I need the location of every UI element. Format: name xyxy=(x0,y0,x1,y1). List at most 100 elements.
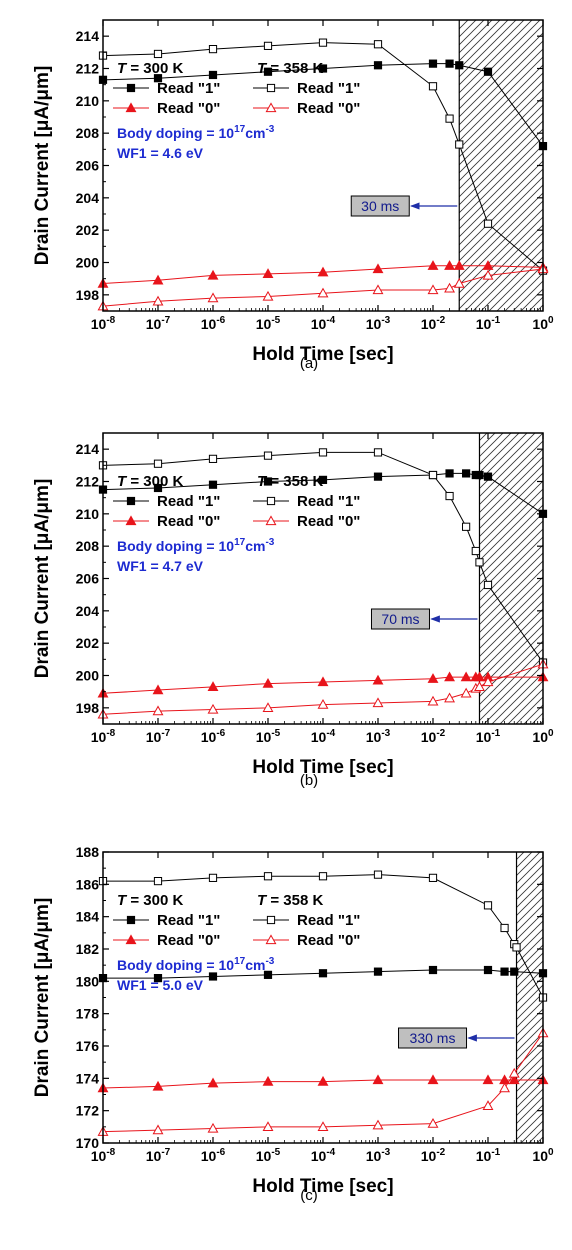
data-point xyxy=(153,74,163,83)
data-point xyxy=(263,477,273,486)
panel-caption: (b) xyxy=(300,772,318,789)
data-point xyxy=(444,260,456,270)
y-tick-label: 184 xyxy=(76,909,100,925)
legend-title-300k: T = 300 K xyxy=(117,892,183,909)
data-point xyxy=(455,61,464,70)
retention-time-box xyxy=(370,608,430,630)
chart-panel-b: 198 200 202 204 206 208 210 212 214 10-8 10-7 10-6 1… xyxy=(32,432,554,789)
x-tick-label: 10-6 xyxy=(201,315,226,332)
data-point xyxy=(428,82,438,91)
x-tick-label: 10-1 xyxy=(476,315,501,332)
legend-title-358k: T = 358 K xyxy=(257,473,323,490)
y-tick-label: 206 xyxy=(76,158,100,174)
data-point xyxy=(372,674,384,685)
data-point xyxy=(427,695,439,706)
data-point xyxy=(428,965,438,975)
series-2 xyxy=(97,671,549,698)
y-tick-label: 204 xyxy=(76,603,100,619)
x-tick-label: 10-2 xyxy=(421,728,446,745)
data-point xyxy=(482,1100,494,1110)
data-point xyxy=(318,448,328,457)
data-point xyxy=(207,292,219,303)
data-point xyxy=(372,263,384,274)
data-point xyxy=(508,1074,520,1085)
legend-title-300k: T = 300 K xyxy=(117,60,183,77)
data-point xyxy=(262,1121,274,1132)
legend-marker xyxy=(265,515,277,526)
data-point xyxy=(153,459,163,468)
data-point xyxy=(471,546,480,556)
legend: T = 300 K T = 358 K Read "1" Read "1" Read "… xyxy=(113,60,360,117)
y-tick-label: 176 xyxy=(76,1038,100,1054)
data-point xyxy=(317,1075,329,1086)
legend-label: Read "1" xyxy=(297,912,360,929)
x-tick-label: 10-2 xyxy=(421,315,446,332)
data-point xyxy=(453,277,465,288)
y-tick-label: 206 xyxy=(76,571,100,587)
x-tick-label: 10-8 xyxy=(91,1147,116,1164)
panel-caption: (a) xyxy=(300,355,318,372)
data-point xyxy=(455,140,464,149)
legend-marker xyxy=(125,515,137,526)
data-point xyxy=(428,470,438,480)
data-point xyxy=(510,967,519,976)
data-point xyxy=(474,671,485,682)
y-tick-label: 210 xyxy=(76,93,100,109)
data-point xyxy=(462,469,471,478)
data-point xyxy=(152,705,164,716)
retention-time-box xyxy=(398,1027,468,1049)
y-tick-label: 198 xyxy=(76,700,100,716)
x-tick-label: 10-1 xyxy=(476,1147,501,1164)
data-point xyxy=(373,448,383,457)
data-point xyxy=(427,673,439,683)
y-tick-label: 198 xyxy=(76,287,100,303)
y-axis-title: Drain Current [μA/μm] xyxy=(32,479,53,679)
y-tick-label: 200 xyxy=(76,255,100,271)
series-0 xyxy=(98,965,548,983)
x-axis-title: Hold Time [sec] xyxy=(252,1176,393,1197)
x-tick-label: 10-7 xyxy=(146,1147,171,1164)
data-point xyxy=(427,260,439,270)
legend: T = 300 K T = 358 K Read "1" Read "1" Read "… xyxy=(113,473,360,530)
y-tick-label: 178 xyxy=(76,1006,100,1022)
data-point xyxy=(372,697,384,708)
data-point xyxy=(453,260,465,270)
data-point xyxy=(482,269,494,280)
data-point xyxy=(317,1121,329,1132)
data-point xyxy=(483,580,493,590)
data-point xyxy=(373,870,383,879)
legend-label: Read "1" xyxy=(157,912,220,929)
data-point xyxy=(318,475,328,484)
data-point xyxy=(483,219,493,228)
series-2 xyxy=(97,1074,549,1093)
data-point xyxy=(508,1067,520,1078)
x-tick-label: 10-3 xyxy=(366,728,391,745)
retention-time-label: 30 ms xyxy=(361,198,399,214)
data-point xyxy=(208,480,218,489)
y-tick-label: 208 xyxy=(76,125,100,141)
x-axis-title: Hold Time [sec] xyxy=(252,344,393,365)
legend-title-358k: T = 358 K xyxy=(257,60,323,77)
data-point xyxy=(263,872,273,881)
data-point xyxy=(373,40,383,49)
data-point xyxy=(262,702,274,713)
legend-label: Read "0" xyxy=(157,513,220,530)
data-point xyxy=(428,59,438,68)
data-point xyxy=(318,872,328,881)
data-point xyxy=(372,284,384,295)
x-tick-label: 10-4 xyxy=(311,1147,336,1164)
data-point xyxy=(444,282,456,293)
y-tick-label: 174 xyxy=(76,1070,100,1086)
y-tick-label: 208 xyxy=(76,538,100,554)
data-point xyxy=(445,59,454,68)
data-point xyxy=(444,692,456,703)
x-tick-label: 10-3 xyxy=(366,1147,391,1164)
body-doping-text: Body doping = 1017cm-3 xyxy=(117,124,275,141)
x-tick-label: 100 xyxy=(532,1147,554,1164)
data-point xyxy=(262,290,274,301)
data-point xyxy=(427,284,439,295)
data-point xyxy=(207,681,219,691)
data-point xyxy=(460,671,472,682)
retention-time-label: 70 ms xyxy=(381,611,419,627)
y-axis-title: Drain Current [μA/μm] xyxy=(32,66,53,266)
